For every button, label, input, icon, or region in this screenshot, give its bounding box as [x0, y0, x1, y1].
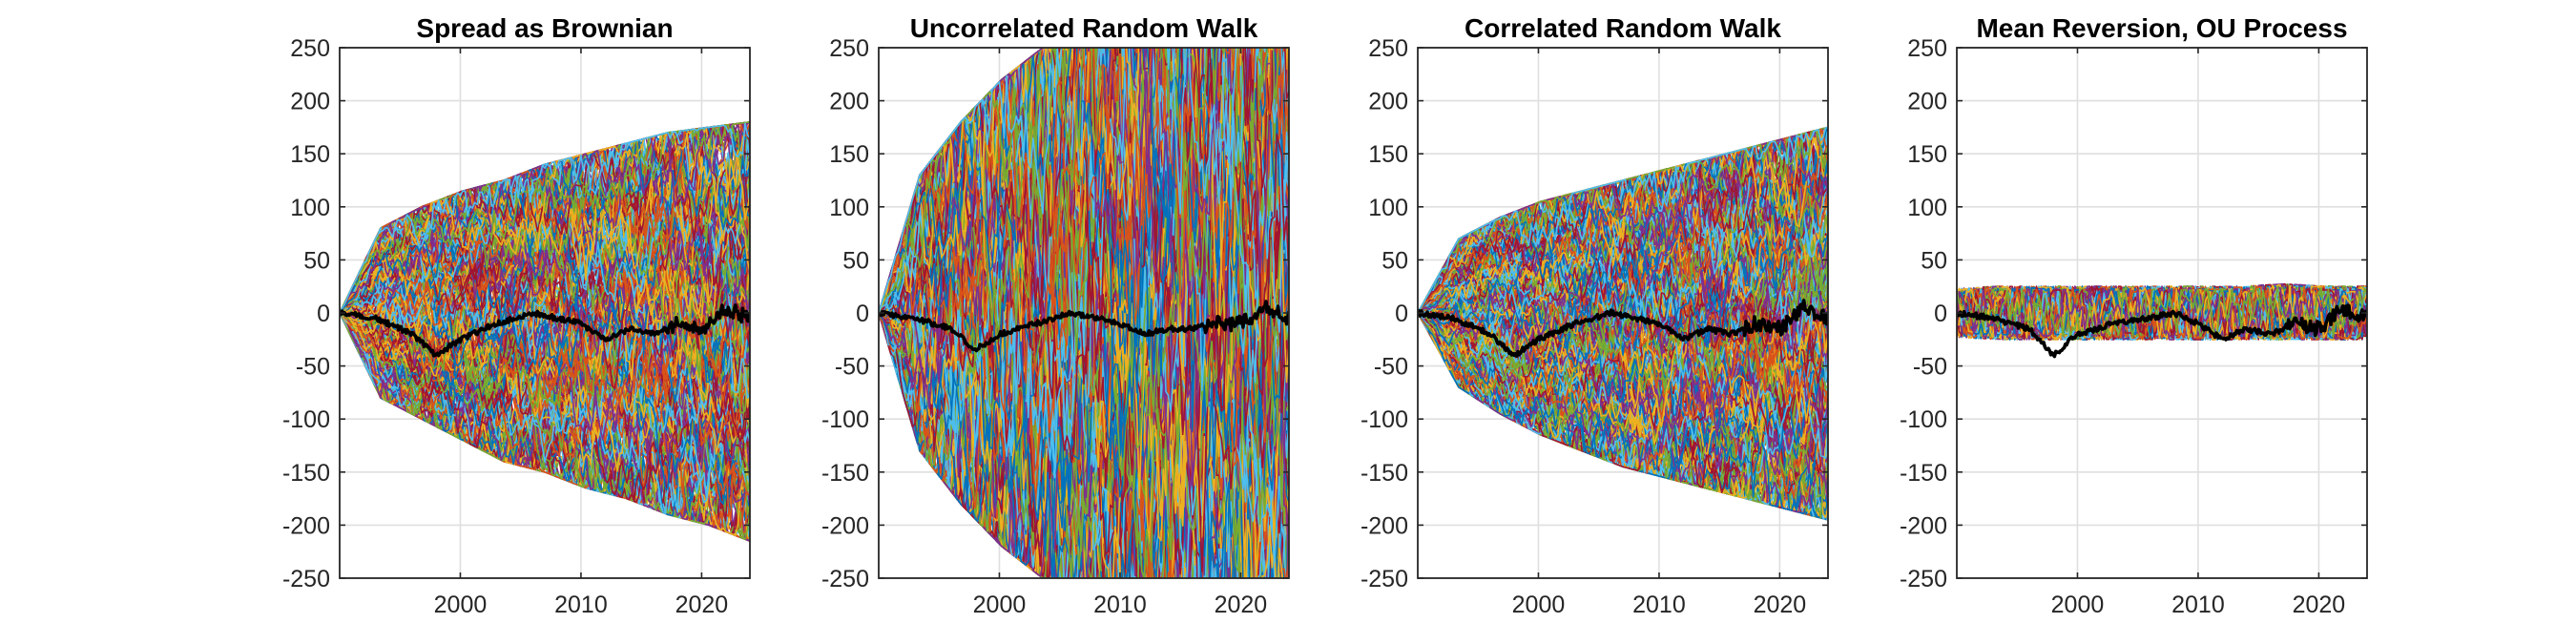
y-tick-label: -200	[1900, 512, 1947, 539]
y-tick-label: -50	[1913, 354, 1947, 381]
y-tick-label: 150	[290, 141, 330, 168]
mean-spread-line	[879, 300, 1289, 353]
y-tick-label: 150	[1368, 141, 1408, 168]
y-tick-label: 0	[317, 301, 330, 327]
mean-spread-line	[1418, 299, 1828, 359]
x-tick-label: 2000	[2051, 592, 2105, 618]
y-tick-label: -150	[1361, 460, 1408, 487]
simulation-path	[1418, 126, 1828, 314]
chart-title: Mean Reversion, OU Process	[1976, 13, 2347, 43]
x-tick-label: 2020	[1215, 592, 1268, 618]
x-tick-label: 2010	[1093, 592, 1147, 618]
simulation-paths	[1418, 126, 1828, 521]
simulation-paths	[879, 48, 1289, 578]
y-tick-label: -250	[282, 566, 330, 592]
simulation-path	[340, 131, 750, 314]
y-tick-label: 100	[1907, 195, 1947, 221]
y-tick-label: -50	[296, 354, 330, 381]
simulation-path	[879, 48, 1289, 377]
y-tick-label: -250	[1900, 566, 1947, 592]
panel-2: 250 200 150 100 50 0 -50 -100 -150 -200 -250 2000 20…	[821, 13, 1290, 618]
simulation-path	[879, 48, 1142, 314]
y-tick-label: 50	[1921, 247, 1947, 274]
y-tick-label: 250	[1368, 35, 1408, 62]
y-tick-label: 100	[829, 195, 869, 221]
x-tick-label: 2000	[1512, 592, 1566, 618]
simulation-path	[1957, 287, 2367, 338]
y-tick-label: -50	[835, 354, 869, 381]
y-tick-label: -200	[821, 512, 869, 539]
simulation-path	[340, 121, 750, 314]
x-tick-label: 2010	[1632, 592, 1686, 618]
simulation-path	[1418, 254, 1828, 388]
y-tick-label: 250	[290, 35, 330, 62]
y-tick-label: 150	[1907, 141, 1947, 168]
simulation-path	[340, 122, 750, 314]
simulation-path	[879, 48, 1216, 316]
y-tick-label: -100	[821, 406, 869, 433]
panel-3: 250 200 150 100 50 0 -50 -100 -150 -200 -250 2000 20…	[1361, 13, 1829, 618]
panel-4: 250 200 150 100 50 0 -50 -100 -150 -200 -250 2000 20…	[1900, 13, 2368, 618]
simulation-paths	[340, 121, 750, 542]
x-tick-label: 2000	[973, 592, 1027, 618]
y-tick-label: -100	[1361, 406, 1408, 433]
y-tick-label: 200	[1368, 89, 1408, 115]
x-tick-label: 2020	[1754, 592, 1807, 618]
simulation-path	[1957, 287, 2367, 338]
y-tick-label: -150	[821, 460, 869, 487]
chart-title: Correlated Random Walk	[1465, 13, 1781, 43]
y-tick-label: -200	[282, 512, 330, 539]
simulation-path	[879, 48, 1181, 314]
y-tick-label: -250	[1361, 566, 1408, 592]
y-tick-label: 50	[303, 247, 330, 274]
y-tick-label: 250	[1907, 35, 1947, 62]
simulation-path	[879, 48, 1260, 337]
y-tick-label: 100	[1368, 195, 1408, 221]
simulation-path	[340, 201, 750, 378]
y-tick-label: -250	[821, 566, 869, 592]
simulation-path	[879, 48, 1289, 315]
x-tick-label: 2020	[2293, 592, 2346, 618]
y-tick-label: -100	[1900, 406, 1947, 433]
chart-title: Uncorrelated Random Walk	[910, 13, 1258, 43]
y-tick-label: 0	[856, 301, 869, 327]
simulation-path	[879, 48, 1289, 314]
simulation-path	[1418, 230, 1828, 386]
y-tick-label: -150	[1900, 460, 1947, 487]
y-tick-label: 0	[1395, 301, 1408, 327]
x-tick-label: 2010	[554, 592, 608, 618]
simulation-path	[879, 48, 1274, 314]
panel-1: 250 200 150 100 50 0 -50 -100 -150 -200 -250 2000 20…	[282, 13, 751, 618]
x-tick-label: 2020	[675, 592, 729, 618]
y-tick-label: 150	[829, 141, 869, 168]
chart-title: Spread as Brownian	[416, 13, 673, 43]
x-tick-label: 2000	[434, 592, 488, 618]
y-tick-label: 200	[829, 89, 869, 115]
mean-spread-line	[340, 303, 750, 358]
y-tick-label: 0	[1934, 301, 1947, 327]
simulation-path	[879, 48, 1226, 314]
y-tick-label: -100	[282, 406, 330, 433]
y-tick-label: 200	[1907, 89, 1947, 115]
y-tick-label: -200	[1361, 512, 1408, 539]
y-tick-label: 250	[829, 35, 869, 62]
y-tick-label: 50	[1381, 247, 1408, 274]
simulation-path	[879, 48, 1275, 314]
y-tick-label: 100	[290, 195, 330, 221]
y-tick-label: 200	[290, 89, 330, 115]
x-tick-label: 2010	[2171, 592, 2225, 618]
y-tick-label: -50	[1374, 354, 1408, 381]
mean-spread-line	[1957, 303, 2367, 359]
simulation-path	[879, 48, 1260, 314]
y-tick-label: -150	[282, 460, 330, 487]
y-tick-label: 50	[842, 247, 869, 274]
